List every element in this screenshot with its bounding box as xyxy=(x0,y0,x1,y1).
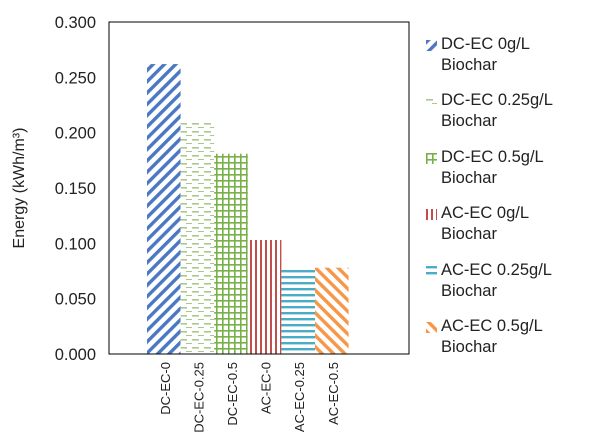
legend-item: AC-EC 0.5g/L Biochar xyxy=(424,316,588,372)
y-tick-label: 0.150 xyxy=(55,180,96,198)
legend-label: DC-EC 0g/L Biochar xyxy=(441,35,530,74)
bar-ac-ec-0-5 xyxy=(315,267,349,354)
legend-swatch xyxy=(426,96,437,108)
legend-swatch xyxy=(426,40,437,51)
legend-label: DC-EC 0.5g/L Biochar xyxy=(441,147,544,187)
x-tick-label: DC-EC-0 xyxy=(158,362,173,415)
x-tick-label: AC-EC-0 xyxy=(259,362,274,414)
y-axis-label: Energy (kWh/m³) xyxy=(11,128,28,249)
legend-swatch xyxy=(426,209,437,221)
y-tick-label: 0.000 xyxy=(55,346,96,364)
legend-label: AC-EC 0.25g/L Biochar xyxy=(441,260,552,300)
legend-item: DC-EC 0.5g/L Biochar xyxy=(424,147,588,203)
legend: DC-EC 0g/L Biochar DC-EC 0.25g/L Biochar D… xyxy=(424,34,588,372)
bar-dc-ec-0-25 xyxy=(180,122,215,354)
x-tick-label: DC-EC-0.5 xyxy=(225,362,240,426)
legend-item: AC-EC 0g/L Biochar xyxy=(424,203,588,259)
y-tick-label: 0.300 xyxy=(55,14,96,32)
bar-ac-ec-0 xyxy=(247,240,282,354)
y-tick-label: 0.100 xyxy=(55,235,96,253)
legend-label: AC-EC 0.5g/L Biochar xyxy=(441,316,543,356)
x-tick-label: DC-EC-0.25 xyxy=(191,362,206,433)
plot-frame xyxy=(108,21,410,355)
legend-swatch xyxy=(426,152,437,164)
legend-swatch xyxy=(426,321,437,333)
y-tick-label: 0.250 xyxy=(55,69,96,87)
x-tick-label: AC-EC-0.5 xyxy=(326,362,341,425)
y-tick-label: 0.050 xyxy=(55,291,96,309)
x-tick-label: AC-EC-0.25 xyxy=(292,362,307,432)
legend-item: AC-EC 0.25g/L Biochar xyxy=(424,260,588,316)
legend-label: DC-EC 0.25g/L Biochar xyxy=(441,91,553,131)
legend-swatch xyxy=(426,265,437,277)
bar-dc-ec-0-5 xyxy=(214,153,248,354)
legend-item: DC-EC 0.25g/L Biochar xyxy=(424,90,588,146)
legend-item: DC-EC 0g/L Biochar xyxy=(424,34,588,90)
y-tick-label: 0.200 xyxy=(55,125,96,143)
bar-ac-ec-0-25 xyxy=(281,267,315,354)
legend-label: AC-EC 0g/L Biochar xyxy=(441,204,530,244)
bar-dc-ec-0 xyxy=(147,64,181,354)
